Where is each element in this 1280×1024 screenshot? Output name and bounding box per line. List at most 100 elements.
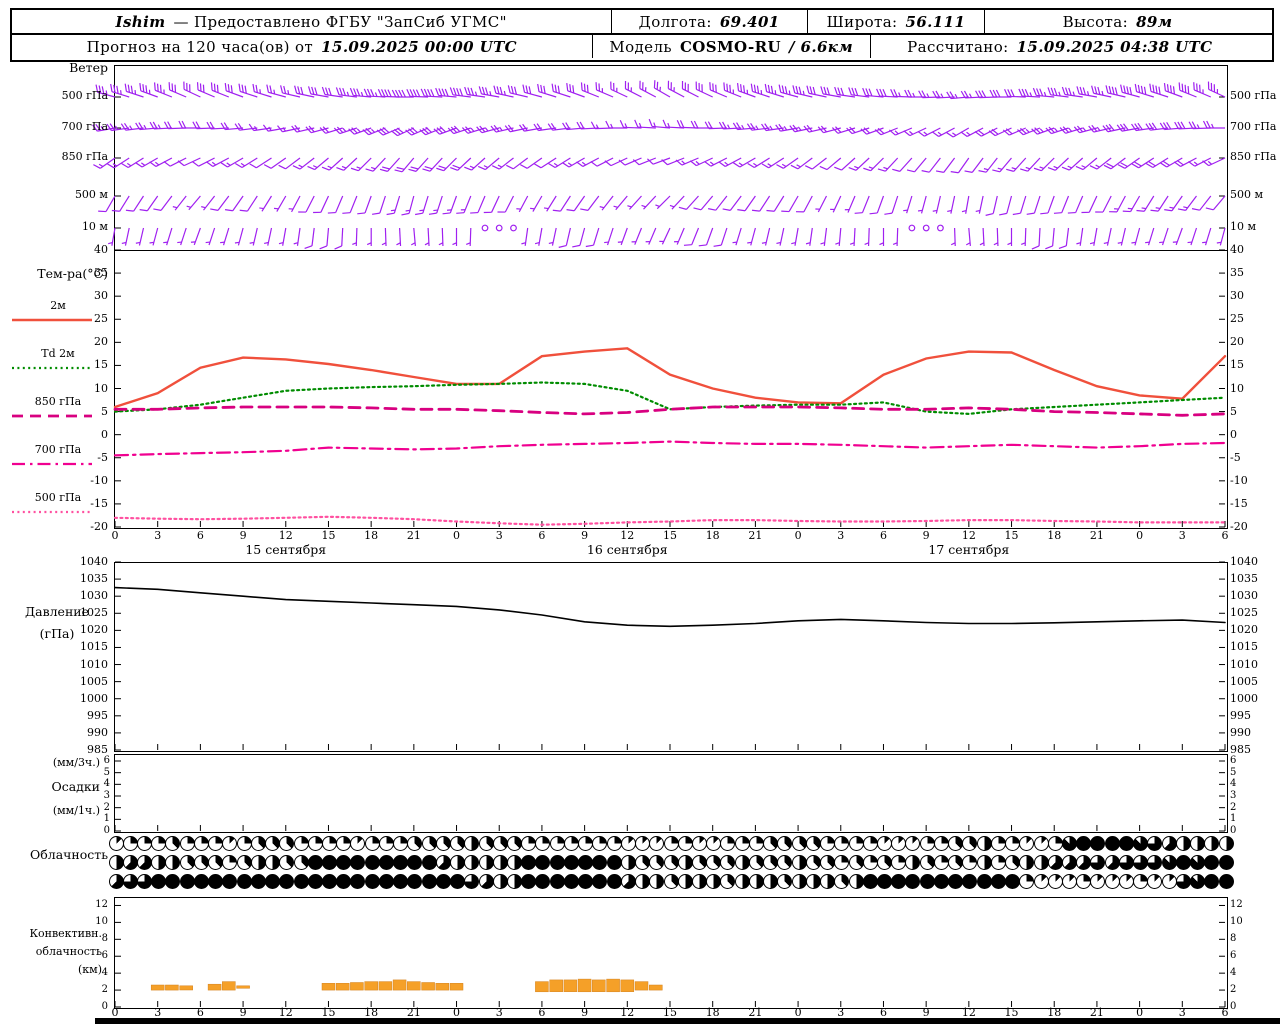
convective-label-line3: (км) [77,963,102,976]
cloud-cover-symbol [322,836,337,851]
cloud-cover-symbol [307,855,323,870]
cloud-cover-symbol [1161,855,1177,870]
wind-level-label-right: 700 гПа [1230,120,1277,133]
forecast-time: 15.09.2025 00:00 UTC [321,37,517,56]
y-tick-label: 12 [1230,899,1243,911]
x-tick-label: 9 [239,529,247,542]
legend-line-sample [12,462,92,466]
cloud-cover-symbol [1218,874,1234,889]
y-tick-label: 1 [1230,813,1237,825]
y-tick-label: 1010 [80,657,108,671]
x-tick-label: 15 [1004,1006,1019,1019]
cloud-cover-symbol [208,874,224,889]
cloud-cover-symbol [976,874,992,889]
legend-line-sample [12,414,92,418]
wind-level-label-right: 500 м [1230,188,1264,201]
header-model-segment: Модель COSMO-RU / 6.6км [593,38,870,56]
calc-label: Рассчитано: [907,37,1009,56]
y-tick-label: 10 [95,916,108,928]
cloud-cover-symbol [848,836,864,851]
lat-label: Широта: [826,12,898,31]
temperature-plot [113,249,1227,528]
y-tick-label: 1030 [1230,589,1258,603]
header-lon-segment: Долгота: 69.401 [612,13,807,31]
cloud-cover-symbol [435,836,451,851]
cloud-cover-symbol [862,855,878,870]
cloud-cover-symbol [521,874,537,889]
cloud-cover-symbol [834,836,850,851]
cloud-cover-symbol [606,836,622,851]
wind-level-label-right: 10 м [1230,220,1257,233]
cloud-cover-symbol [507,836,522,851]
cloud-cover-symbol [677,874,693,889]
y-tick-label: 995 [87,708,108,722]
cloud-cover-symbol [606,874,622,889]
cloud-cover-symbol [165,836,181,851]
x-tick-label: 3 [837,1006,845,1019]
cloud-cover-symbol [1147,855,1163,870]
cloud-cover-symbol [990,855,1006,870]
cloud-cover-symbol [734,836,750,851]
header-row-2: Прогноз на 120 часа(ов) от 15.09.2025 00… [12,35,1272,58]
cloud-cover-symbol [108,855,124,870]
cloud-cover-symbol [734,855,750,870]
cloud-cover-symbol [620,855,636,870]
x-tick-label: 18 [705,529,720,542]
date-label: 17 сентября [928,542,1010,557]
cloud-cover-symbol [763,836,779,851]
model-resolution: / 6.6км [789,37,854,56]
y-tick-label: 0 [103,825,110,836]
cloud-cover-symbol [179,855,195,870]
header-divider [984,10,986,33]
cloud-cover-symbol [848,855,864,870]
x-tick-label: 18 [364,1006,379,1019]
header-alt-segment: Высота: 89м [985,13,1250,31]
cloud-cover-symbol [962,836,978,851]
cloud-cover-symbol [1104,855,1120,870]
y-tick-label: 1000 [1230,691,1258,705]
cloud-cover-symbol [606,855,622,870]
cloud-cover-symbol [122,855,138,870]
cloud-cover-symbol [364,874,380,889]
cloud-cover-symbol [820,855,835,870]
cloud-cover-symbol [1218,855,1234,870]
cloud-cover-symbol [151,874,167,889]
cloud-cover-symbol [1005,836,1020,851]
cloud-cover-symbol [307,874,323,889]
y-tick-label: 20 [1230,335,1244,349]
header-divider [869,35,871,58]
cloud-cover-symbol [535,874,551,889]
lon-value: 69.401 [719,12,780,31]
cloud-cover-symbol [1147,836,1163,851]
cloud-cover-symbol [649,855,665,870]
cloud-cover-symbol [549,836,565,851]
x-tick-label: 6 [879,529,887,542]
cloud-cover-symbol [777,836,793,851]
cloud-cover-symbol [322,874,337,889]
y-tick-label: 2 [1230,984,1237,996]
cloud-cover-symbol [122,836,138,851]
y-tick-label: -10 [1230,473,1248,487]
cloud-cover-symbol [492,836,508,851]
cloud-cover-symbol [378,855,394,870]
cloud-cover-symbol [279,836,295,851]
x-tick-label: 9 [239,1006,247,1019]
y-tick-label: 4 [101,967,108,979]
cloud-cover-symbol [692,836,707,851]
model-label: Модель [609,37,672,56]
header: Ishim — Предоставлено ФГБУ "ЗапСиб УГМС"… [10,8,1274,62]
cloud-cover-symbol [265,874,280,889]
precip-unit-1h-label: (мм/1ч.) [52,804,100,817]
wind-level-label-right: 500 гПа [1230,89,1277,102]
y-tick-label: 30 [94,289,108,303]
cloud-cover-symbol [1218,836,1234,851]
cloud-cover-symbol [507,874,522,889]
x-tick-label: 3 [495,529,503,542]
date-label: 15 сентября [245,542,327,557]
cloud-cover-symbol [635,855,650,870]
cloud-cover-symbol [905,874,921,889]
calc-time: 15.09.2025 04:38 UTC [1016,37,1213,56]
y-tick-label: 0 [1230,1001,1237,1012]
cloud-cover-symbol [250,836,266,851]
x-tick-label: 6 [538,1006,546,1019]
